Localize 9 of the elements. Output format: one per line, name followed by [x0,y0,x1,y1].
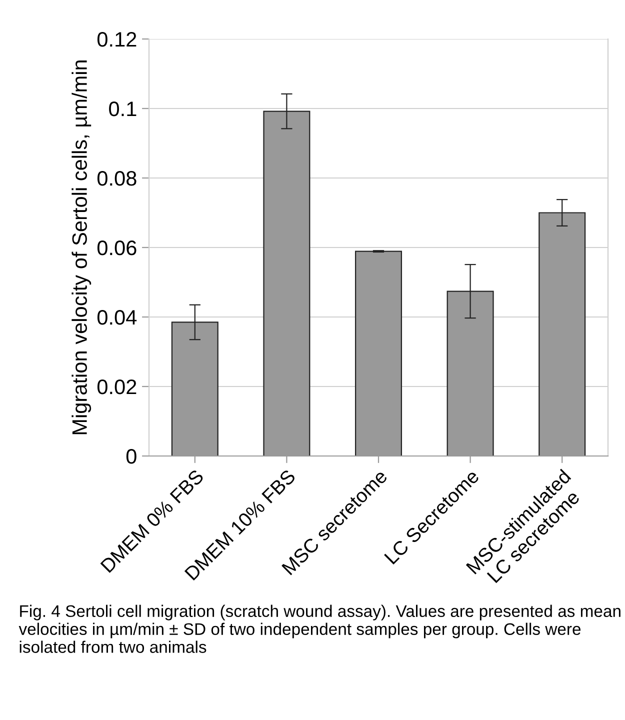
y-tick-label: 0.12 [97,32,136,47]
y-tick-label: 0.1 [109,102,136,116]
y-tick-label: 0 [126,449,136,464]
y-tick-label: 0.04 [97,310,137,325]
y-tick-label: 0.08 [97,171,136,186]
y-tick-label: 0.02 [97,380,136,394]
y-axis-title: Migration velocity of Sertoli cells, µm/min [72,60,92,434]
caption: Fig. 4 Sertoli cell migration (scratch wound assay). Values are presented as mean velocities in µm/min ± SD of two independent samples per group. Cells were isolated from two animals [18,604,620,653]
y-tick-label: 0.06 [97,240,136,256]
